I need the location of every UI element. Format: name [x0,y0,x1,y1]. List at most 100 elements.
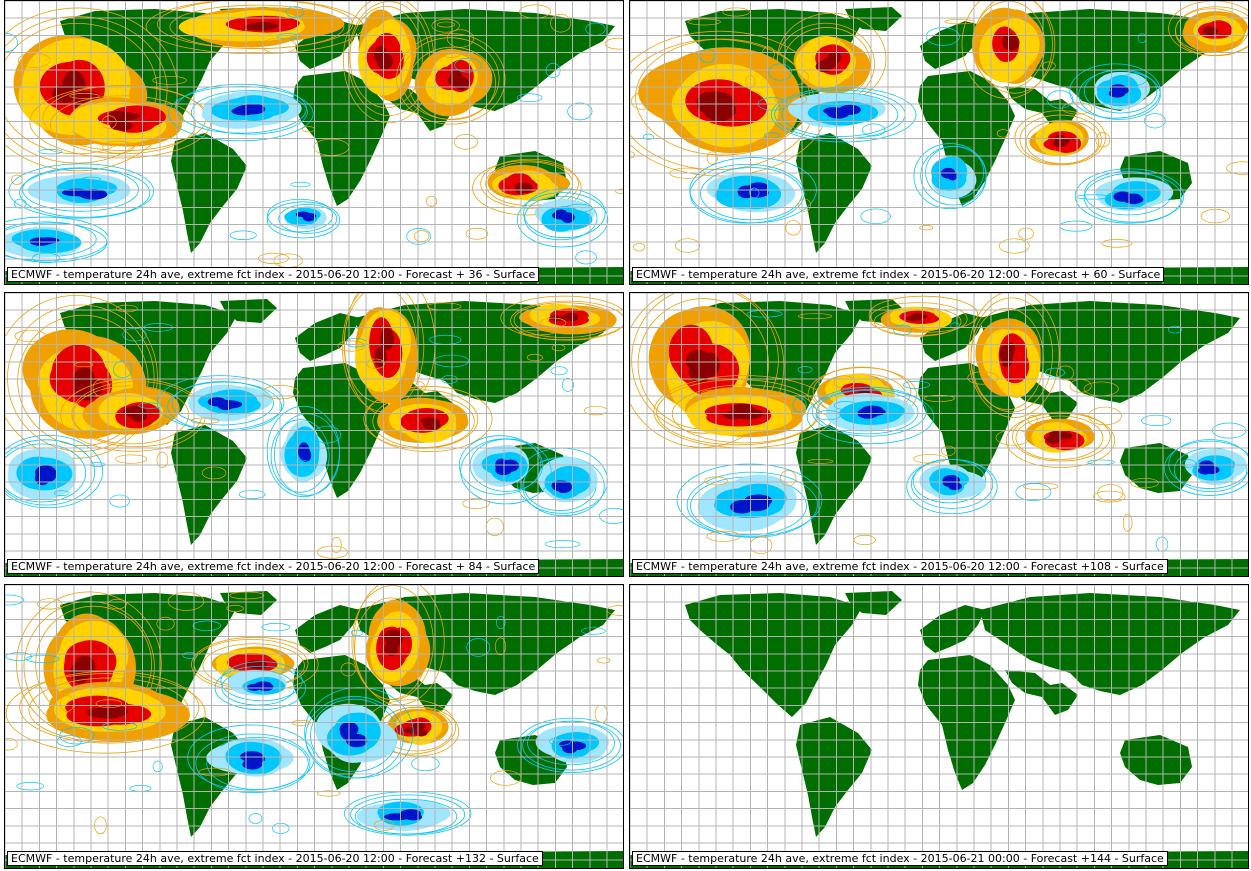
contour-fragment [446,29,474,48]
contour-fragment [238,489,266,499]
contour-fragment [152,75,187,85]
panel-forecast-132: ECMWF - temperature 24h ave, extreme fct… [4,584,624,869]
contour-fragment [74,361,94,368]
contour-line [811,386,927,437]
contour-line [686,471,818,538]
contour-line [206,736,309,790]
lat-lon-grid [5,585,623,868]
contour-fragment [496,615,506,630]
contour-line [968,293,1060,418]
contour-fragment [1167,325,1183,334]
contour-line [195,733,311,794]
anomaly-band [95,707,124,719]
contour-line [5,222,108,263]
contour-fragment [518,330,555,336]
contour-line [781,92,899,137]
australia-landmass [1120,443,1192,493]
panel-caption: ECMWF - temperature 24h ave, extreme fct… [7,559,540,574]
south-america-landmass [171,133,247,253]
panel-caption: ECMWF - temperature 24h ave, extreme fct… [632,559,1168,574]
contour-line [1078,70,1161,120]
contour-line [175,83,307,134]
map-forecast-36 [5,1,623,284]
contour-fragment [797,198,812,212]
anomaly-band [563,313,579,319]
contour-fragment [940,445,956,457]
contour-fragment [350,629,363,637]
contour-fragment [561,377,574,392]
contour-fragment [779,470,797,487]
anomaly-band [1113,191,1133,202]
contour-fragment [565,203,593,213]
cold-anomaly [676,463,823,538]
contour-fragment [198,767,232,777]
contour-line [267,198,334,233]
map-forecast-144 [630,585,1248,868]
contour-fragment [340,662,356,677]
contour-line [266,405,340,498]
contour-fragment [454,57,482,73]
anomaly-band [1002,33,1017,50]
contour-fragment [226,604,244,612]
contour-fragment [16,782,45,791]
anomaly-band [231,106,256,116]
contour-line [970,297,1053,413]
contour-fragment [5,33,18,52]
europe-landmass [920,313,985,361]
contour-line [350,794,466,835]
contour-fragment [192,620,221,631]
contour-line [270,419,330,493]
contour-fragment [575,250,597,265]
contour-line [19,167,151,218]
anomaly-band [123,406,147,418]
contour-fragment [902,380,930,389]
contour-line [913,143,987,210]
contour-line [500,295,623,340]
contour-fragment [749,187,760,199]
contour-fragment [1122,513,1133,532]
contour-fragment [768,63,792,81]
contour-fragment [792,397,807,413]
contour-line [396,33,506,125]
contour-fragment [425,195,438,207]
south-america-landmass [796,717,872,837]
contour-fragment [167,592,205,611]
contour-fragment [285,6,305,18]
contour-line [868,295,979,333]
contour-line [353,585,445,706]
anomaly-band [302,214,316,222]
anomaly-band [696,91,721,114]
contour-fragment [440,48,462,58]
anomaly-band [300,448,312,463]
cold-anomaly [8,163,155,219]
contour-fragment [550,366,568,376]
contour-fragment [257,252,290,265]
contour-fragment [156,451,169,468]
contour-fragment [996,129,1010,138]
contour-fragment [604,37,623,50]
contour-fragment [1141,414,1172,427]
contour-fragment [860,208,891,225]
contour-fragment [316,545,348,559]
contour-fragment [919,225,934,231]
contour-line [5,294,158,459]
panel-caption: ECMWF - temperature 24h ave, extreme fct… [7,267,540,282]
lat-lon-grid [5,293,623,576]
contour-fragment [261,623,291,632]
contour-fragment [59,727,95,745]
south-america-landmass [171,425,247,545]
contour-line [278,203,338,234]
contour-fragment [101,115,117,130]
contour-fragment [631,92,654,110]
contour-line [1074,168,1185,224]
anomaly-band [242,759,263,770]
contour-line [1019,114,1102,165]
contour-fragment [699,48,716,63]
contour-line [365,386,493,452]
contour-fragment [998,238,1030,254]
contour-line [1168,439,1248,489]
contour-fragment [706,530,741,542]
contour-fragment [32,252,60,264]
contour-line [8,163,155,219]
contour-fragment [550,13,572,33]
